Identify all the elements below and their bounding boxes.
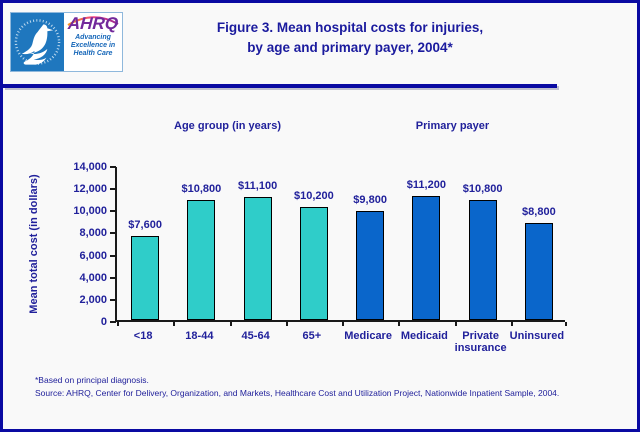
bar-value-label: $8,800	[522, 206, 556, 218]
group-label-payer: Primary payer	[415, 120, 490, 132]
x-tick-mark	[510, 322, 513, 326]
ahrq-rainbow-arc-icon	[67, 16, 119, 26]
footnote-source: Source: AHRQ, Center for Delivery, Organ…	[35, 388, 560, 398]
bar-value-label: $11,100	[238, 180, 278, 192]
y-tick-mark	[110, 166, 116, 168]
x-category-label: Medicare	[344, 330, 392, 342]
plot-area: $7,600 $10,800 $11,100 $10,200 $9,800 $11,200…	[110, 166, 567, 326]
bar-value-label: $10,800	[181, 183, 222, 195]
bar-65-	[299, 207, 328, 320]
hhs-eagle-icon	[14, 19, 61, 65]
x-tick-mark	[173, 322, 176, 326]
y-tick-label: 10,000	[73, 205, 107, 218]
y-tick-label: 6,000	[79, 249, 107, 262]
x-category-label: Uninsured	[509, 330, 565, 342]
x-tick-mark	[285, 322, 288, 326]
bar-45-64	[243, 197, 272, 320]
x-tick-mark	[398, 322, 401, 326]
tagline-line-1: Advancing	[75, 34, 111, 41]
y-tick-mark	[110, 210, 116, 213]
tagline-line-3: Health Care	[73, 50, 113, 57]
x-tick-mark	[229, 322, 232, 326]
y-tick-label: 4,000	[79, 271, 107, 284]
x-tick-mark	[342, 322, 344, 326]
y-tick-label: 2,000	[79, 293, 107, 306]
bar-medicare	[356, 211, 385, 320]
ahrq-tagline: Advancing Excellence in Health Care	[64, 34, 122, 58]
x-tick-mark	[565, 322, 567, 326]
footnote-asterisk: *Based on principal diagnosis.	[35, 375, 149, 385]
bar-18-44	[187, 200, 216, 320]
y-tick-mark	[110, 321, 116, 323]
bar-value-label: $9,800	[353, 194, 387, 206]
figure-title-line-1: Figure 3. Mean hospital costs for injuri…	[216, 20, 484, 35]
x-axis-category-labels: <18 18-44 45-64 65+ Medicare Medicaid Private …	[115, 330, 565, 360]
header-divider-rule	[3, 84, 557, 88]
y-tick-mark	[110, 276, 116, 279]
y-tick-label: 0	[100, 316, 107, 328]
x-category-label: 65+	[302, 330, 322, 342]
bar-value-label: $11,200	[406, 179, 446, 191]
y-tick-label: 8,000	[79, 227, 107, 240]
hhs-logo-square	[11, 13, 64, 71]
y-tick-mark	[110, 188, 116, 191]
y-tick-mark	[110, 232, 116, 235]
tagline-line-2: Excellence in	[70, 42, 116, 49]
group-label-age: Age group (in years)	[174, 120, 281, 132]
bar-uninsured	[524, 223, 553, 320]
y-tick-mark	[110, 298, 116, 301]
bar-value-label: $7,600	[128, 219, 162, 231]
figure-title: Figure 3. Mean hospital costs for injuri…	[130, 18, 570, 58]
ahrq-hhs-logo: AHRQ Advancing Excellence in Health Care	[10, 12, 123, 72]
y-axis-tick-labels: 14,000 12,000 10,000 8,000 6,000 4,000 2,000 0	[3, 161, 107, 328]
y-tick-label: 12,000	[73, 183, 107, 196]
bar-private-insurance	[468, 200, 497, 320]
figure-title-line-2: by age and primary payer, 2004*	[247, 40, 453, 55]
y-tick-mark	[110, 254, 116, 257]
x-category-label: 45-64	[241, 330, 270, 342]
y-tick-label: 14,000	[73, 161, 107, 173]
x-tick-mark	[117, 322, 119, 326]
bar-value-label: $10,200	[293, 190, 334, 202]
x-category-label: Private insurance	[454, 330, 507, 354]
bar--18	[131, 236, 160, 320]
ahrq-wordmark: AHRQ	[67, 14, 119, 33]
x-category-label: <18	[133, 330, 153, 342]
x-category-label: 18-44	[185, 330, 214, 342]
x-tick-mark	[454, 322, 457, 326]
footnotes: *Based on principal diagnosis. Source: A…	[35, 374, 603, 400]
bar-value-label: $10,800	[462, 183, 503, 195]
bar-medicaid	[412, 196, 441, 320]
ahrq-logo-panel: AHRQ Advancing Excellence in Health Care	[64, 13, 122, 71]
x-category-label: Medicaid	[400, 330, 448, 342]
